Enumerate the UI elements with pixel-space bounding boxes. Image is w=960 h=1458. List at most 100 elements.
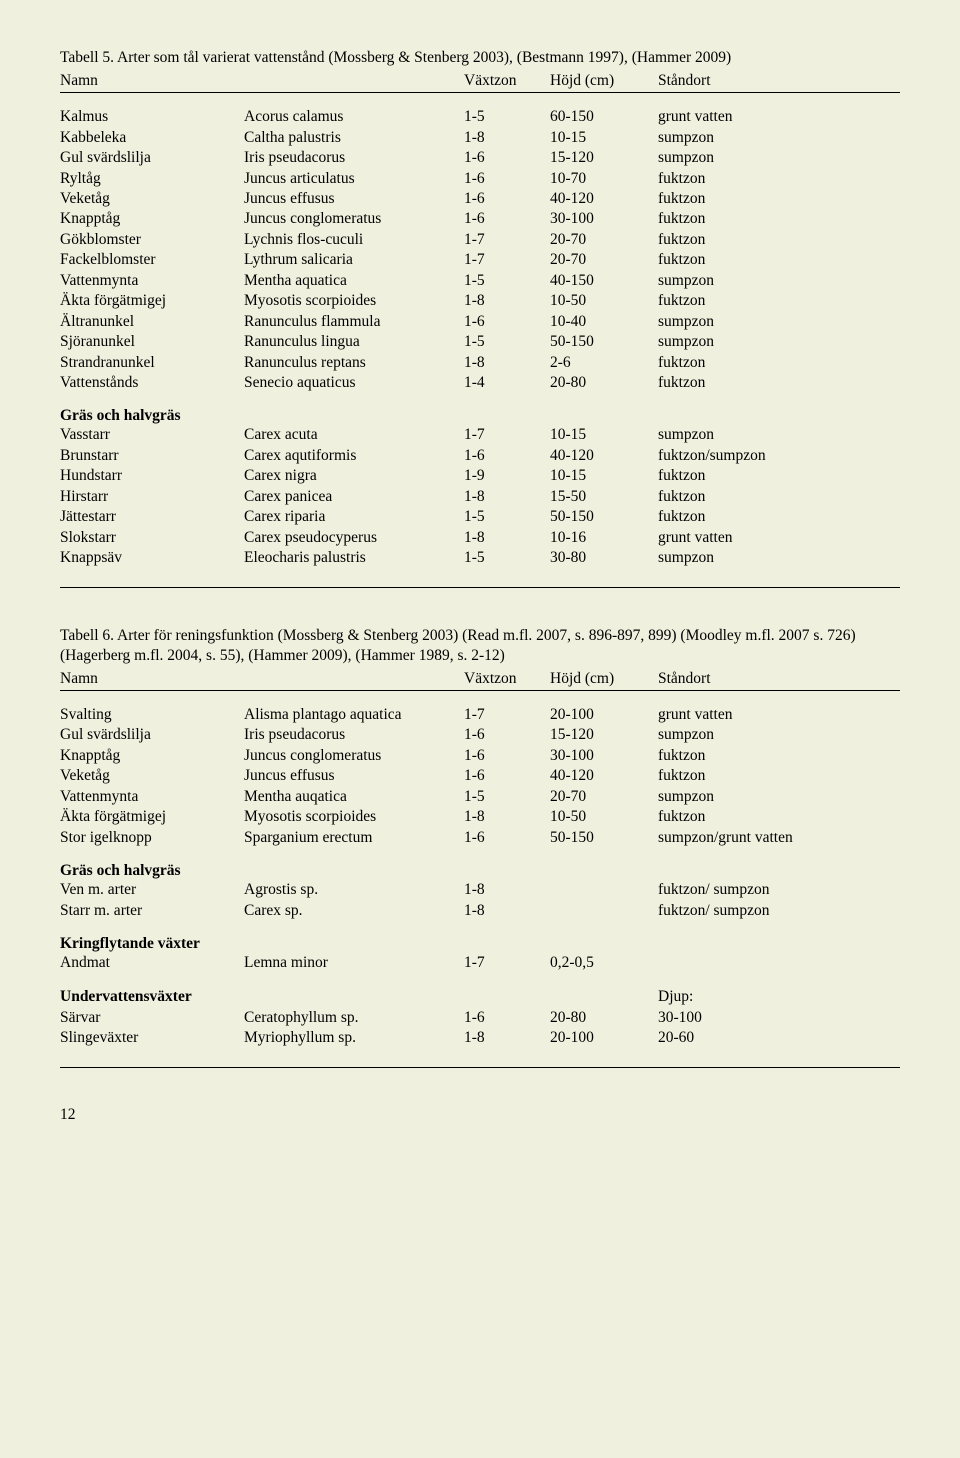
- col-namn: Namn: [60, 670, 244, 688]
- cell-zon: 1-8: [464, 487, 550, 507]
- cell-namn: Äkta förgätmigej: [60, 807, 244, 827]
- col-hojd: Höjd (cm): [550, 670, 658, 688]
- cell-stand: fuktzon: [658, 507, 900, 527]
- cell-latin: Juncus effusus: [244, 189, 464, 209]
- cell-stand: fuktzon: [658, 353, 900, 373]
- cell-zon: 1-6: [464, 746, 550, 766]
- cell-latin: Lychnis flos-cuculi: [244, 230, 464, 250]
- cell-namn: Gökblomster: [60, 230, 244, 250]
- table6-body4: SärvarCeratophyllum sp.1-620-8030-100Sli…: [60, 1008, 900, 1049]
- cell-hojd: [550, 880, 658, 900]
- cell-hojd: 20-70: [550, 787, 658, 807]
- cell-zon: 1-6: [464, 312, 550, 332]
- cell-stand: sumpzon: [658, 787, 900, 807]
- cell-stand: sumpzon/grunt vatten: [658, 828, 900, 848]
- table-row: KnapptågJuncus conglomeratus1-630-100fuk…: [60, 746, 900, 766]
- cell-namn: Svalting: [60, 705, 244, 725]
- table-row: VasstarrCarex acuta1-710-15sumpzon: [60, 425, 900, 445]
- cell-namn: Starr m. arter: [60, 901, 244, 921]
- cell-zon: 1-8: [464, 528, 550, 548]
- cell-latin: Mentha aquatica: [244, 271, 464, 291]
- cell-namn: Knapptåg: [60, 746, 244, 766]
- cell-namn: Slingeväxter: [60, 1028, 244, 1048]
- cell-stand: fuktzon: [658, 766, 900, 786]
- cell-namn: Stor igelknopp: [60, 828, 244, 848]
- col-stand: Ståndort: [658, 72, 900, 90]
- table-row: KnapptågJuncus conglomeratus1-630-100fuk…: [60, 209, 900, 229]
- cell-hojd: 10-50: [550, 291, 658, 311]
- table-row: Gul svärdsliljaIris pseudacorus1-615-120…: [60, 148, 900, 168]
- cell-zon: 1-6: [464, 169, 550, 189]
- cell-stand: grunt vatten: [658, 107, 900, 127]
- cell-hojd: 10-15: [550, 128, 658, 148]
- cell-zon: 1-8: [464, 1028, 550, 1048]
- cell-namn: Vattenmynta: [60, 271, 244, 291]
- table-row: KnappsävEleocharis palustris1-530-80sump…: [60, 548, 900, 568]
- cell-stand: grunt vatten: [658, 528, 900, 548]
- cell-hojd: 20-70: [550, 250, 658, 270]
- cell-namn: Veketåg: [60, 189, 244, 209]
- cell-namn: Slokstarr: [60, 528, 244, 548]
- cell-hojd: [550, 901, 658, 921]
- cell-stand: fuktzon: [658, 807, 900, 827]
- cell-hojd: 15-50: [550, 487, 658, 507]
- cell-hojd: 20-80: [550, 373, 658, 393]
- table6-body: SvaltingAlisma plantago aquatica1-720-10…: [60, 705, 900, 848]
- cell-zon: 1-8: [464, 353, 550, 373]
- cell-zon: 1-5: [464, 787, 550, 807]
- cell-latin: Juncus articulatus: [244, 169, 464, 189]
- col-hojd: Höjd (cm): [550, 72, 658, 90]
- cell-latin: Ranunculus reptans: [244, 353, 464, 373]
- cell-namn: Knappsäv: [60, 548, 244, 568]
- table5-headers: Namn Växtzon Höjd (cm) Ståndort: [60, 72, 900, 93]
- cell-hojd: 30-100: [550, 209, 658, 229]
- table-row: SjöranunkelRanunculus lingua1-550-150sum…: [60, 332, 900, 352]
- cell-namn: Ältranunkel: [60, 312, 244, 332]
- cell-stand: 30-100: [658, 1008, 900, 1028]
- cell-zon: 1-8: [464, 807, 550, 827]
- cell-stand: fuktzon: [658, 189, 900, 209]
- col-namn: Namn: [60, 72, 244, 90]
- cell-zon: 1-6: [464, 1008, 550, 1028]
- cell-latin: Myosotis scorpioides: [244, 807, 464, 827]
- cell-hojd: 40-150: [550, 271, 658, 291]
- table-row: VeketågJuncus effusus1-640-120fuktzon: [60, 189, 900, 209]
- cell-zon: 1-5: [464, 332, 550, 352]
- cell-hojd: 10-50: [550, 807, 658, 827]
- cell-zon: 1-7: [464, 250, 550, 270]
- cell-hojd: 15-120: [550, 148, 658, 168]
- cell-namn: Sjöranunkel: [60, 332, 244, 352]
- cell-stand: grunt vatten: [658, 705, 900, 725]
- cell-hojd: 10-15: [550, 425, 658, 445]
- cell-zon: 1-8: [464, 128, 550, 148]
- cell-latin: Juncus effusus: [244, 766, 464, 786]
- cell-namn: Ven m. arter: [60, 880, 244, 900]
- cell-stand: [658, 953, 900, 973]
- table-row: Äkta förgätmigejMyosotis scorpioides1-81…: [60, 807, 900, 827]
- cell-zon: 1-6: [464, 209, 550, 229]
- cell-latin: Carex sp.: [244, 901, 464, 921]
- cell-hojd: 10-15: [550, 466, 658, 486]
- cell-latin: Sparganium erectum: [244, 828, 464, 848]
- col-latin-blank: [244, 72, 464, 90]
- col-zon: Växtzon: [464, 72, 550, 90]
- cell-namn: Andmat: [60, 953, 244, 973]
- table6-caption: Tabell 6. Arter för reningsfunktion (Mos…: [60, 626, 900, 666]
- cell-latin: Carex aqutiformis: [244, 446, 464, 466]
- col-zon: Växtzon: [464, 670, 550, 688]
- cell-namn: Särvar: [60, 1008, 244, 1028]
- cell-namn: Kabbeleka: [60, 128, 244, 148]
- cell-namn: Knapptåg: [60, 209, 244, 229]
- table-row: SlokstarrCarex pseudocyperus1-810-16grun…: [60, 528, 900, 548]
- cell-namn: Strandranunkel: [60, 353, 244, 373]
- cell-stand: sumpzon: [658, 548, 900, 568]
- cell-zon: 1-5: [464, 271, 550, 291]
- cell-stand: fuktzon/sumpzon: [658, 446, 900, 466]
- table6-section2-head: Gräs och halvgräs: [60, 862, 900, 880]
- table-row: FackelblomsterLythrum salicaria1-720-70f…: [60, 250, 900, 270]
- table-row: KalmusAcorus calamus1-560-150grunt vatte…: [60, 107, 900, 127]
- cell-stand: sumpzon: [658, 332, 900, 352]
- table-row: Stor igelknoppSparganium erectum1-650-15…: [60, 828, 900, 848]
- cell-stand: fuktzon: [658, 209, 900, 229]
- cell-hojd: 50-150: [550, 507, 658, 527]
